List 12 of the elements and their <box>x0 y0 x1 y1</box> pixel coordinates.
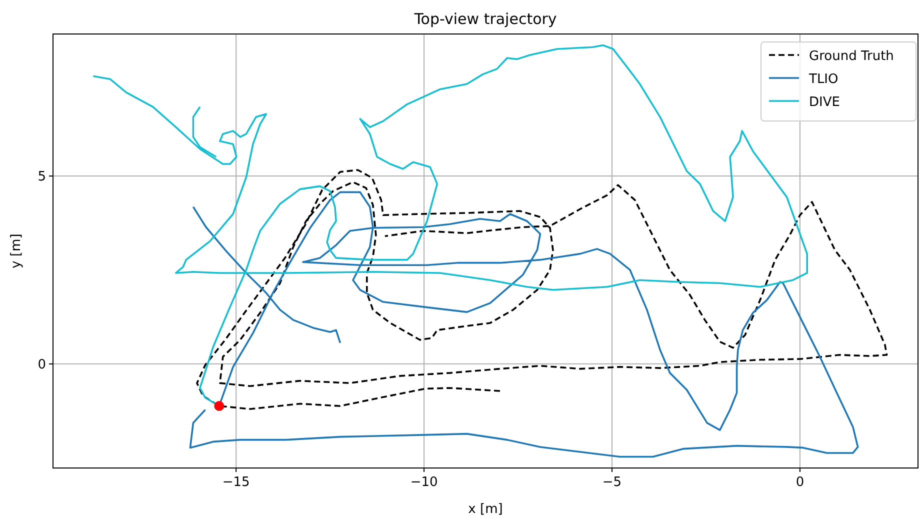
chart-title: Top-view trajectory <box>413 10 557 28</box>
y-axis-title: y [m] <box>9 234 24 268</box>
x-tick-label: −5 <box>602 475 622 490</box>
legend-label: TLIO <box>808 72 838 87</box>
line-series <box>196 169 888 410</box>
x-axis-title: x [m] <box>468 502 503 517</box>
x-tick-label: 0 <box>796 475 804 490</box>
x-tick-label: −15 <box>222 475 250 490</box>
y-tick-label: 5 <box>38 170 46 185</box>
x-tick-label: −10 <box>410 475 438 490</box>
legend-label: DIVE <box>809 95 840 110</box>
legend-label: Ground Truth <box>809 49 894 64</box>
